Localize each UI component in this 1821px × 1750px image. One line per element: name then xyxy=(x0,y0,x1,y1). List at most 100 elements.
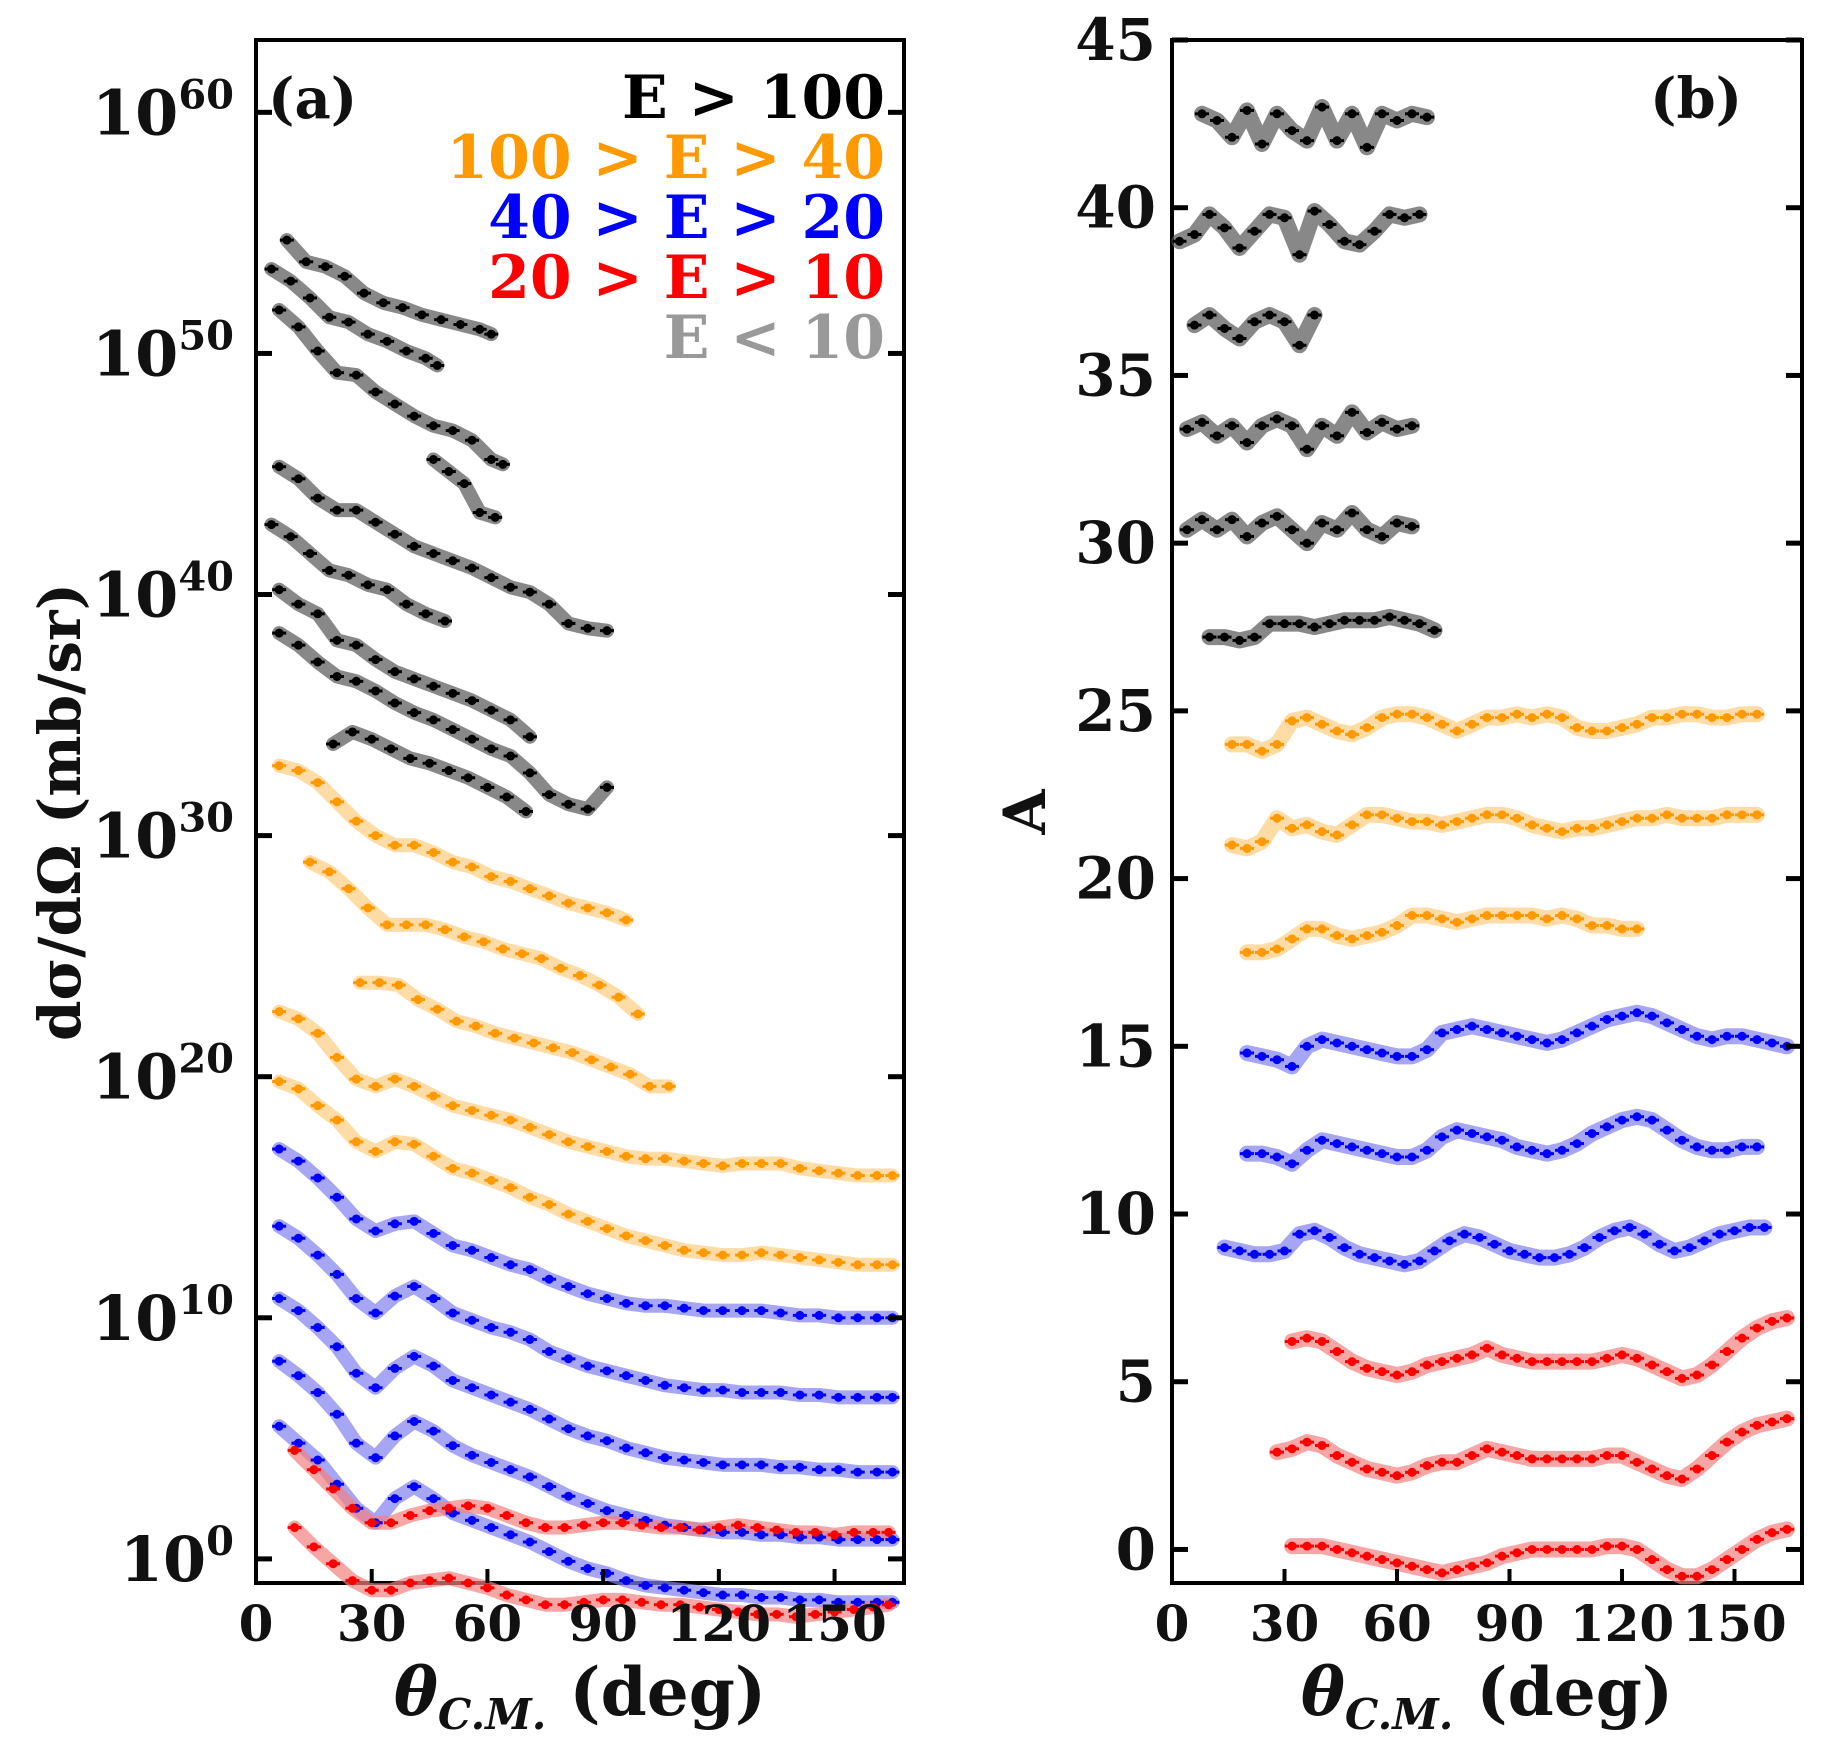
panel-a-point xyxy=(272,1356,287,1366)
panel-b-point xyxy=(1315,1035,1329,1045)
panel-b-point xyxy=(1225,739,1239,749)
panel-a-point xyxy=(341,317,356,327)
panel-a-point xyxy=(812,1255,827,1265)
panel-b-point xyxy=(1202,632,1217,642)
panel-b-point xyxy=(1285,1336,1299,1346)
panel-a-point xyxy=(542,790,557,800)
panel-a-point xyxy=(885,1467,900,1477)
panel-a-ytick-label: 1010 xyxy=(92,1277,234,1355)
panel-a-point xyxy=(657,1380,672,1390)
panel-b-point xyxy=(1412,1256,1427,1266)
panel-b-point xyxy=(1360,525,1374,535)
panel-b-point xyxy=(1292,619,1307,629)
panel-b-point xyxy=(1615,1011,1629,1021)
panel-a-point xyxy=(326,1559,341,1569)
panel-b-band-14 xyxy=(1284,1521,1795,1585)
panel-a-point xyxy=(542,891,557,901)
panel-b-point xyxy=(1345,1142,1359,1152)
panel-a-point xyxy=(310,1101,325,1111)
panel-b-point xyxy=(1540,1357,1554,1367)
panel-a-point xyxy=(372,978,387,988)
panel-a-xtick-label: 150 xyxy=(782,1594,886,1653)
panel-b-band-0 xyxy=(1194,99,1435,156)
panel-a-point xyxy=(441,1573,456,1583)
panel-a-point xyxy=(345,1503,360,1513)
panel-a-point xyxy=(349,1074,364,1084)
panel-a-point xyxy=(696,1385,711,1395)
panel-b-point xyxy=(1465,1451,1479,1461)
panel-a-point xyxy=(310,493,325,503)
panel-b-point xyxy=(1390,1370,1404,1380)
panel-b-xtick-label: 150 xyxy=(1682,1594,1786,1653)
panel-b-point xyxy=(1420,1360,1434,1370)
panel-a-point xyxy=(349,1137,364,1147)
panel-b-point xyxy=(1600,1014,1614,1024)
panel-b-point xyxy=(1705,1035,1719,1045)
panel-b-point xyxy=(1630,1008,1644,1018)
panel-b-point xyxy=(1285,823,1299,833)
panel-b-point xyxy=(1735,810,1749,820)
panel-b-point xyxy=(1727,1226,1742,1236)
panel-b-point xyxy=(1262,619,1277,629)
panel-b-point xyxy=(1315,1336,1329,1346)
panel-b-point xyxy=(1532,1253,1547,1263)
panel-b-point xyxy=(1675,709,1689,719)
panel-b-point xyxy=(1397,213,1412,223)
panel-a-point xyxy=(696,1588,711,1598)
panel-a-point xyxy=(488,1028,503,1038)
panel-b-point xyxy=(1405,910,1419,920)
panel-a-frame xyxy=(254,38,906,1585)
panel-a-point xyxy=(287,1445,302,1455)
panel-a-point xyxy=(484,1253,499,1263)
panel-a-point xyxy=(407,1139,422,1149)
panel-a-point xyxy=(303,857,317,867)
panel-b-point xyxy=(1705,813,1719,823)
panel-b-point xyxy=(1270,813,1284,823)
panel-b-point xyxy=(1585,1454,1599,1464)
panel-a-point xyxy=(453,319,468,329)
panel-a-bands xyxy=(264,233,900,1624)
panel-a-point xyxy=(638,1301,653,1311)
panel-b-point xyxy=(1525,1035,1539,1045)
panel-b-ytick-label: 15 xyxy=(1075,1012,1156,1080)
panel-b-point xyxy=(1525,910,1539,920)
panel-a-point xyxy=(831,1257,846,1267)
panel-a-point xyxy=(468,1021,483,1031)
panel-b-point xyxy=(1232,243,1247,253)
panel-a-point xyxy=(735,1527,749,1537)
panel-b-point xyxy=(1337,1243,1352,1253)
panel-b-point xyxy=(1352,615,1367,625)
panel-a-point xyxy=(438,925,452,935)
panel-b-point xyxy=(1780,1414,1794,1424)
panel-a-point xyxy=(349,1294,364,1304)
panel-b-point xyxy=(1382,1256,1397,1266)
panel-a-point xyxy=(812,1465,827,1475)
panel-b-point xyxy=(1345,407,1359,417)
panel-b-point xyxy=(1480,910,1494,920)
panel-a-point xyxy=(580,1289,595,1299)
legend-entry-2: 100 > E > 40 xyxy=(446,123,885,193)
panel-a-point xyxy=(272,305,287,315)
panel-a-point xyxy=(387,1291,402,1301)
panel-a-point xyxy=(715,1385,730,1395)
panel-a-point xyxy=(580,903,595,913)
panel-a-point xyxy=(368,517,383,527)
panel-a-point xyxy=(445,1101,460,1111)
panel-b-point xyxy=(1765,1417,1779,1427)
panel-a-point xyxy=(735,1158,749,1168)
panel-b-point xyxy=(1382,209,1397,219)
panel-b-point xyxy=(1495,1551,1509,1561)
panel-b-point xyxy=(1735,1142,1749,1152)
panel-a-point xyxy=(881,1600,896,1610)
panel-a-point xyxy=(638,1448,653,1458)
panel-a-point xyxy=(422,1506,437,1516)
panel-b-point xyxy=(1390,1051,1404,1061)
panel-a-point xyxy=(418,609,433,619)
panel-a-point xyxy=(850,1597,865,1607)
panel-a-ytick-label: 1060 xyxy=(92,71,234,149)
panel-b-point xyxy=(1315,102,1329,112)
panel-b-point xyxy=(1735,1544,1749,1554)
panel-a-point xyxy=(480,1583,495,1593)
panel-b-point xyxy=(1255,139,1269,149)
panel-a-point xyxy=(465,1168,479,1178)
